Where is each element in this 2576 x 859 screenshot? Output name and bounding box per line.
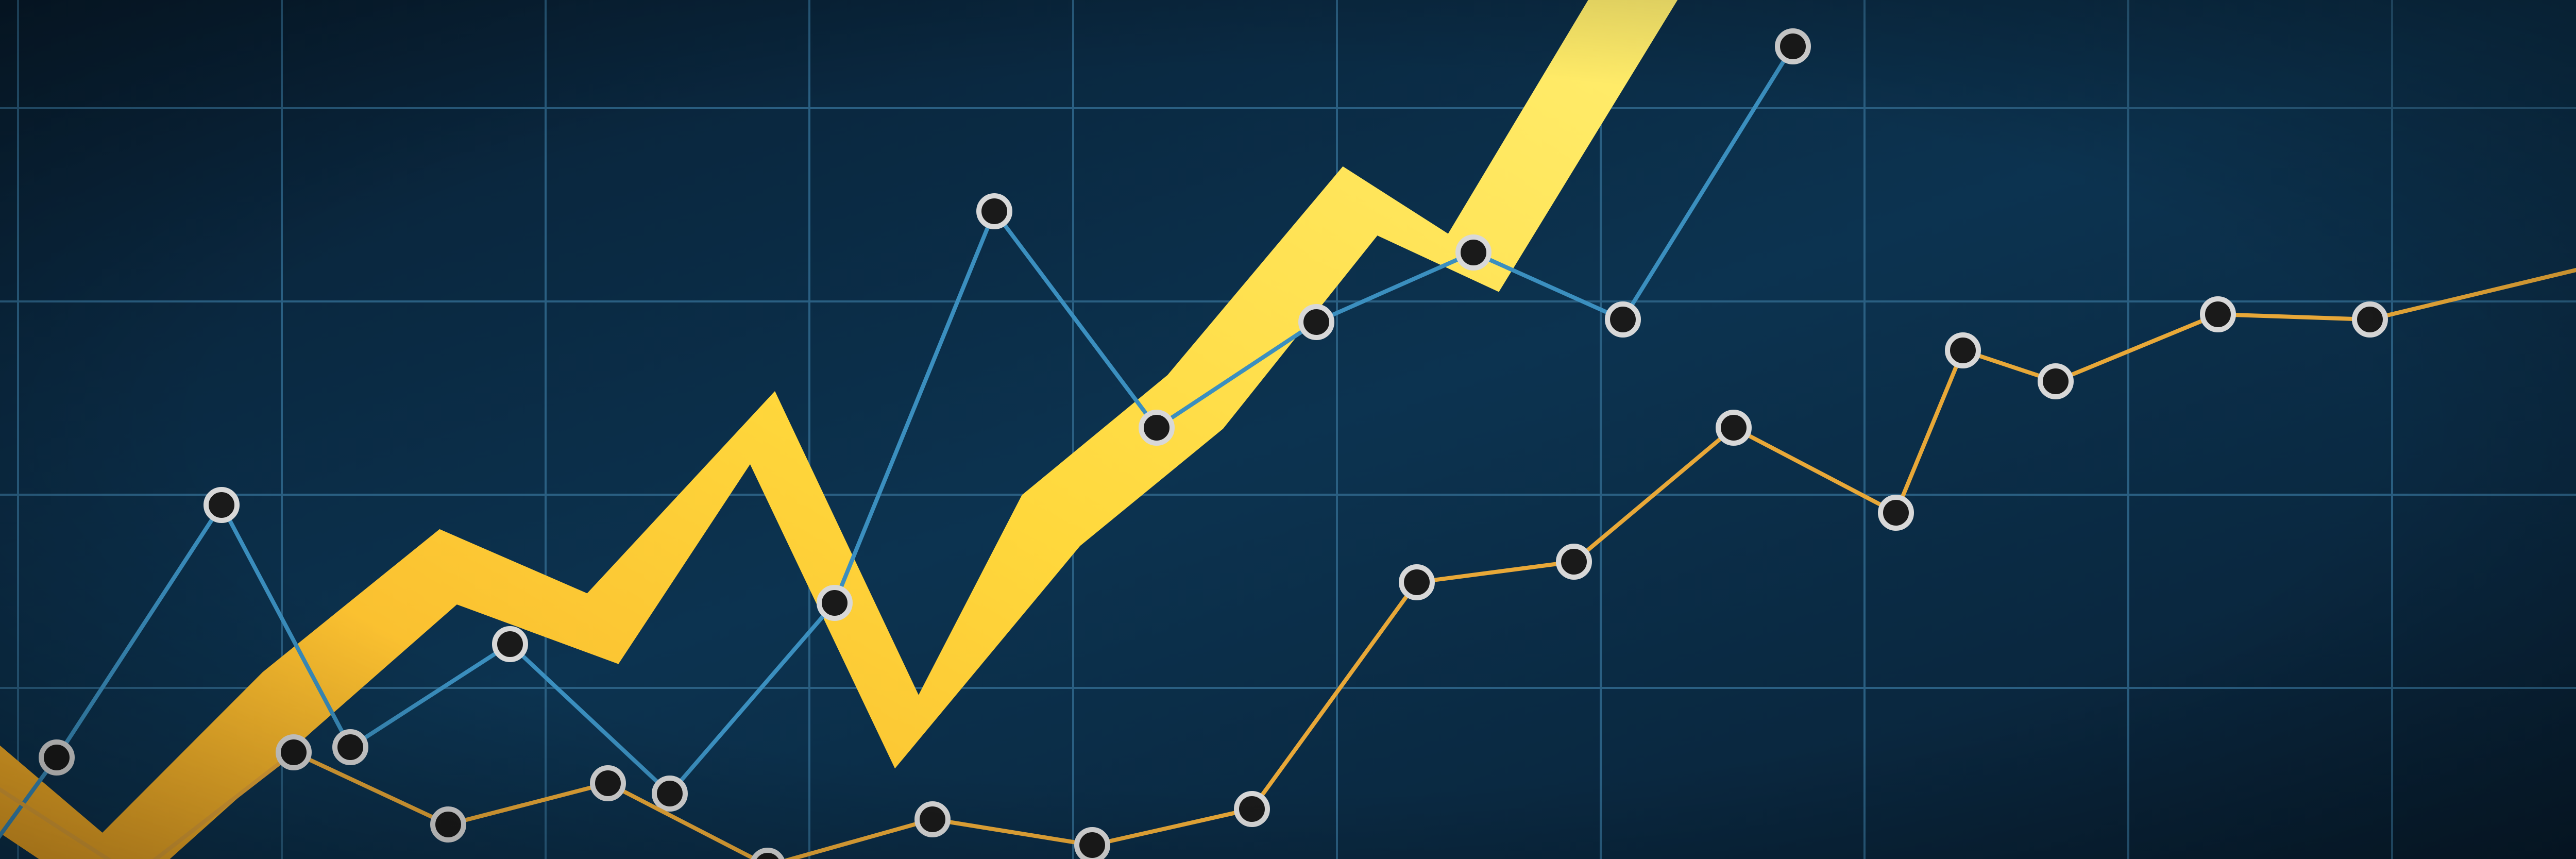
blue-series-marker [979,196,1010,227]
orange-series-marker [1236,794,1267,824]
blue-series-marker [206,490,237,520]
blue-series-marker [1607,304,1638,335]
blue-series-marker [1301,307,1332,338]
chart-canvas [0,0,2576,859]
financial-trend-chart [0,0,2576,859]
orange-series-marker [917,804,948,835]
orange-series-marker [1947,335,1978,366]
blue-series-marker [1777,31,1808,62]
orange-series-marker [1880,497,1911,528]
orange-series-marker [433,809,464,840]
orange-series-marker [752,850,783,859]
blue-series-marker [1458,237,1489,268]
orange-series-marker [2040,366,2071,397]
orange-series-marker [278,737,309,768]
chart-background [0,0,2576,859]
orange-series-marker [1558,546,1589,577]
blue-series-marker [41,742,72,773]
orange-series-marker [1077,830,1108,859]
blue-series-marker [819,587,850,618]
blue-series-marker [335,732,366,763]
orange-series-marker [592,768,623,799]
orange-series-marker [1718,412,1749,443]
orange-series-marker [1401,567,1432,598]
blue-series-marker [495,629,526,660]
blue-series-marker [1141,412,1172,443]
orange-series-marker [2354,304,2385,335]
orange-series-marker [2202,299,2233,330]
blue-series-marker [654,778,685,809]
